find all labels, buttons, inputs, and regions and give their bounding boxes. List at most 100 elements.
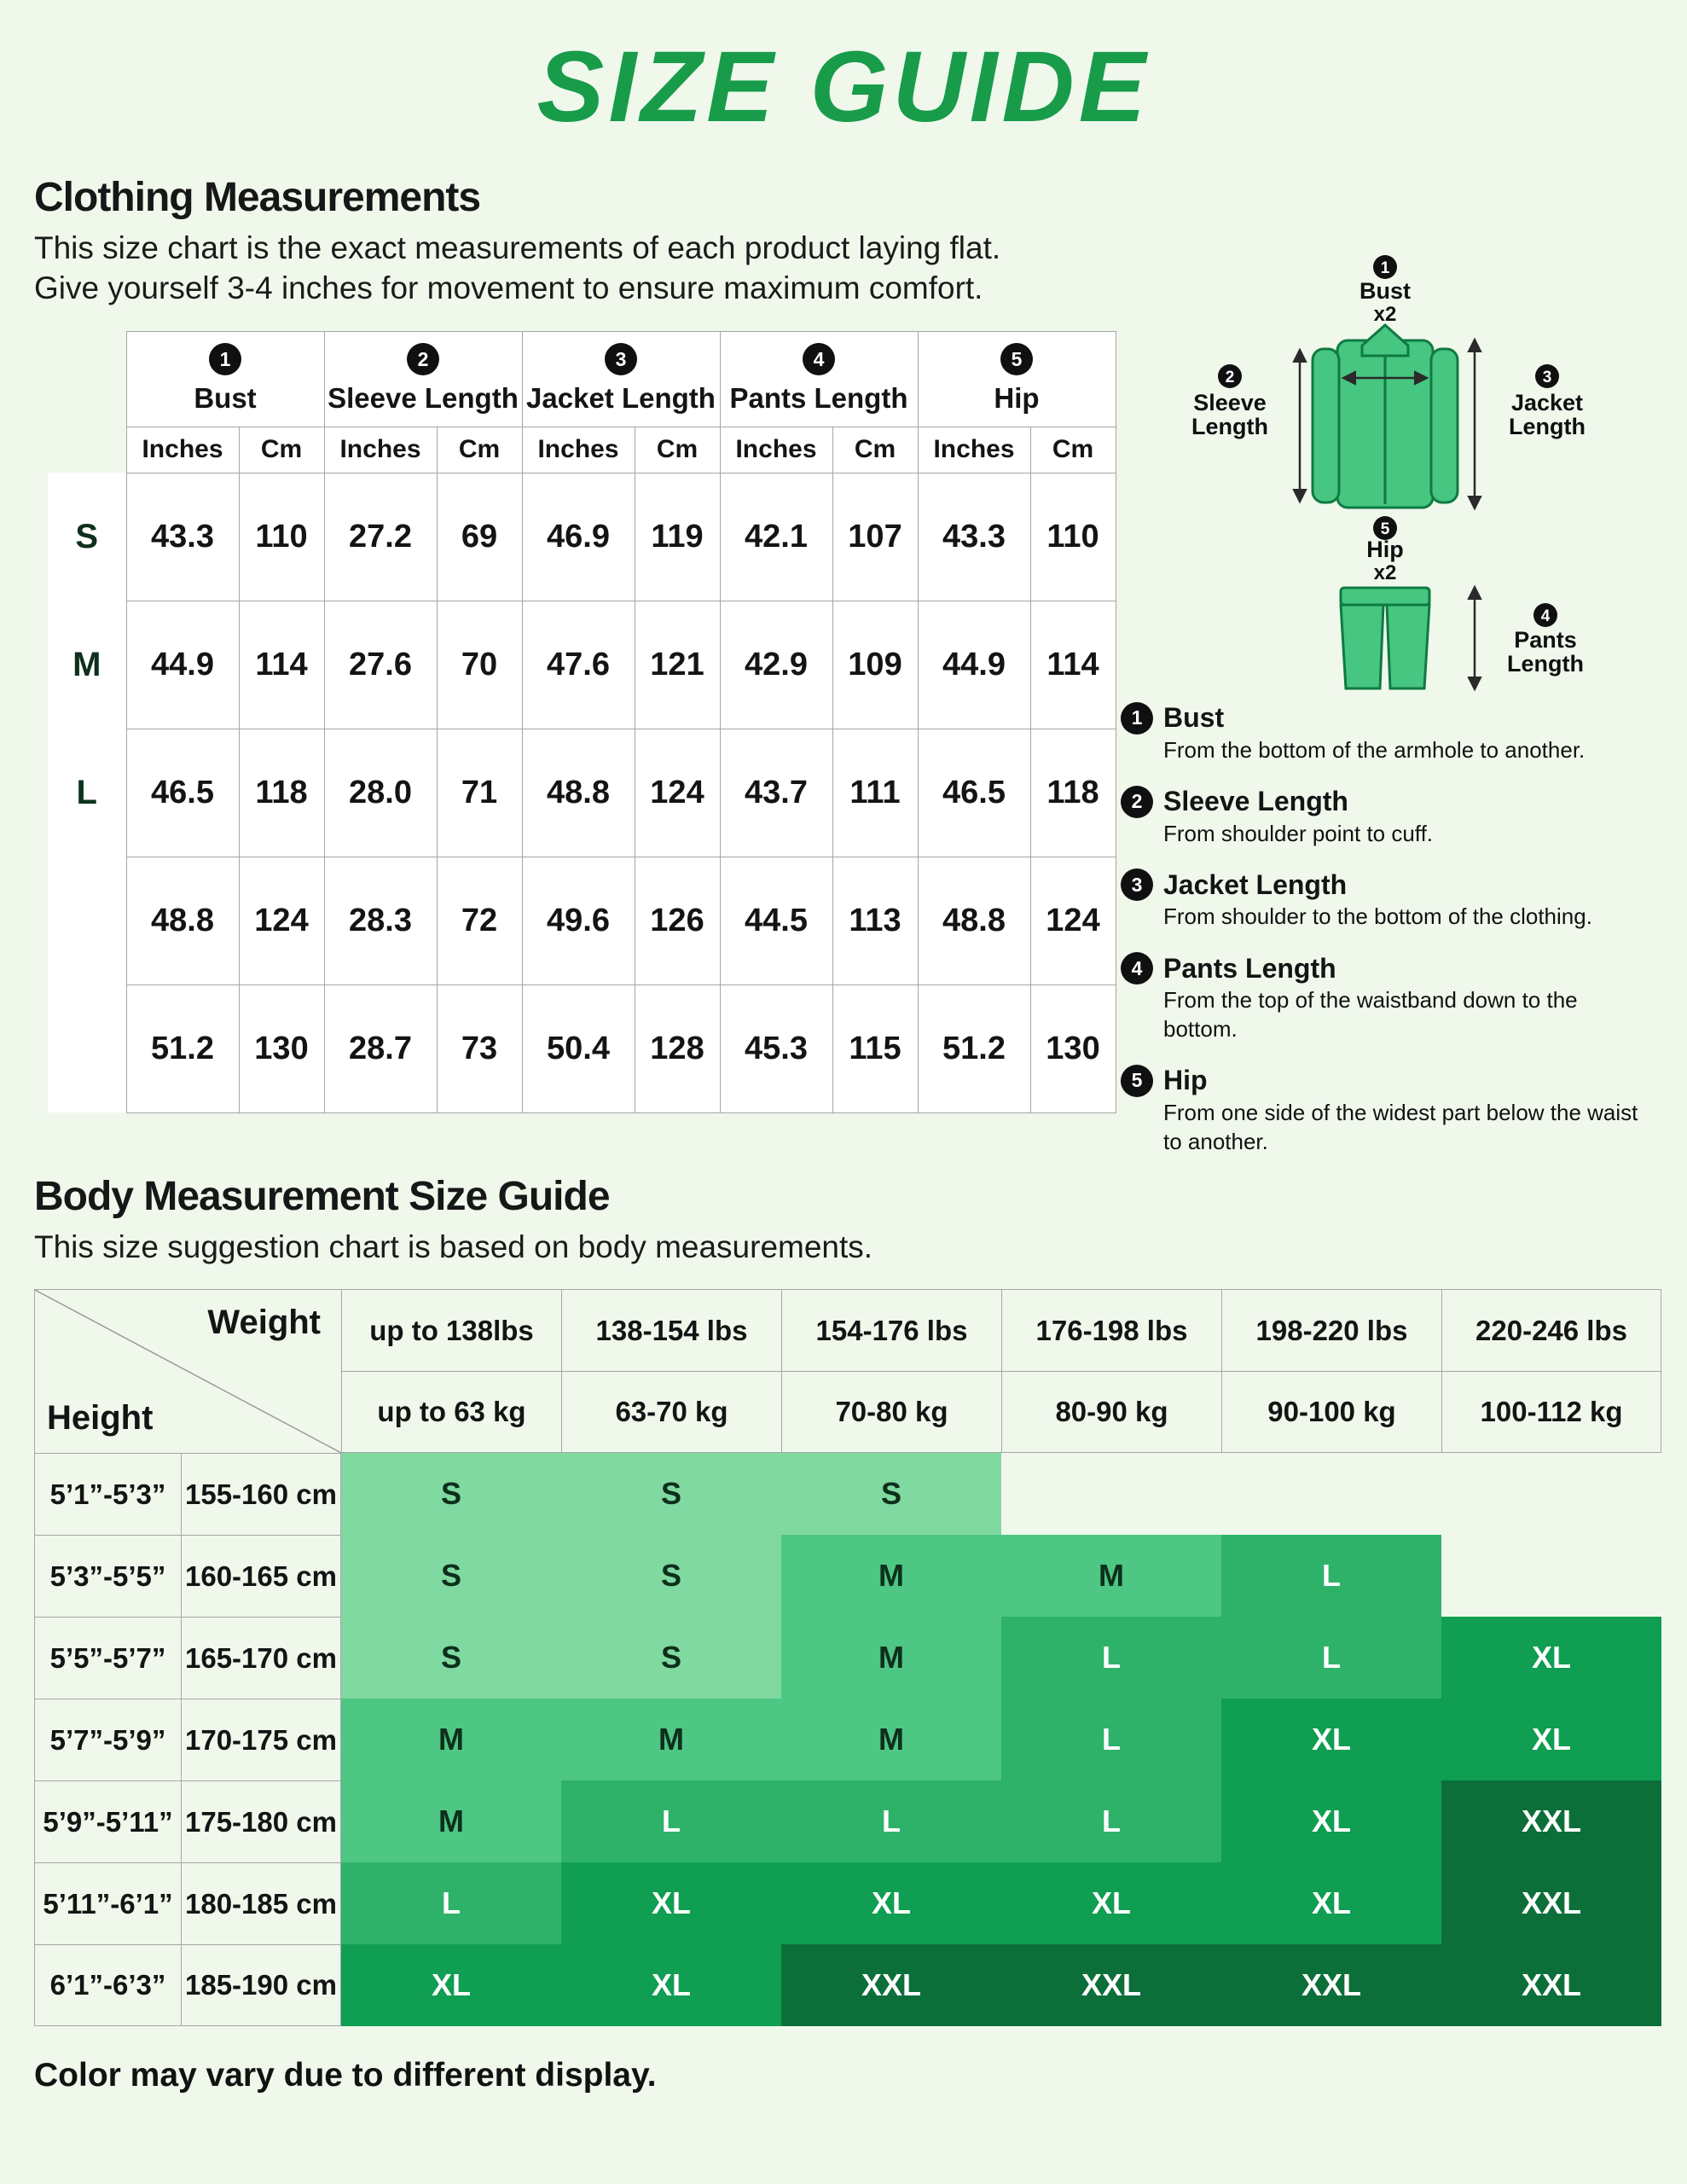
size-recommendation-cell: S (341, 1617, 561, 1699)
weight-kg-header: 90-100 kg (1221, 1371, 1441, 1454)
clothing-row-l: L 46.5 118 28.0 71 48.8 124 43.7 111 46.… (48, 728, 1116, 857)
pants-diagram-label-2: Length (1507, 651, 1584, 677)
height-ft-cell: 6’1”-6’3” (34, 1944, 181, 2027)
measurement-value: 73 (436, 984, 523, 1113)
height-cm-cell: 185-190 cm (181, 1944, 341, 2027)
unit-inches: Inches (323, 426, 438, 473)
size-recommendation-cell: L (781, 1780, 1001, 1863)
hip-x2-label: x2 (1374, 561, 1397, 584)
size-recommendation-cell: L (341, 1862, 561, 1945)
legend-number-badge: 2 (1121, 785, 1153, 818)
size-recommendation-cell: S (781, 1453, 1001, 1536)
unit-cm: Cm (1029, 426, 1116, 473)
number-badge-1: 1 (209, 343, 241, 376)
size-recommendation-cell: S (341, 1453, 561, 1536)
measurement-value: 121 (634, 600, 721, 729)
height-ft-cell: 5’3”-5’5” (34, 1535, 181, 1618)
clothing-description-line1: This size chart is the exact measurement… (34, 230, 1001, 265)
jacket-illustration (1311, 322, 1459, 509)
unit-inches: Inches (917, 426, 1031, 473)
jacket-number: 3 (1543, 369, 1552, 386)
size-recommendation-cell: M (1001, 1535, 1221, 1618)
legend-number-badge: 4 (1121, 952, 1153, 985)
measurement-value: 42.1 (719, 472, 833, 601)
size-recommendation-cell: XXL (1001, 1944, 1221, 2027)
clothing-heading: Clothing Measurements (34, 175, 481, 220)
measurement-value: 46.9 (521, 472, 635, 601)
size-recommendation-cell: XXL (1441, 1862, 1661, 1945)
size-recommendation-cell: XXL (1441, 1780, 1661, 1863)
measurement-value: 70 (436, 600, 523, 729)
height-ft-cell: 5’9”-5’11” (34, 1780, 181, 1863)
measurement-value: 111 (832, 728, 919, 857)
weight-kg-header: 80-90 kg (1001, 1371, 1221, 1454)
size-recommendation-cell: M (781, 1617, 1001, 1699)
measurement-value: 114 (238, 600, 325, 729)
sleeve-diagram-label-1: Sleeve (1193, 390, 1267, 415)
size-recommendation-cell: XL (1441, 1699, 1661, 1781)
clothing-measurements-section: Clothing Measurements This size chart is… (34, 174, 1665, 1154)
measurement-value: 118 (1029, 728, 1116, 857)
weight-axis-label: Weight (207, 1304, 321, 1342)
body-guide-heading: Body Measurement Size Guide (34, 1173, 611, 1219)
pants-diagram-label-1: Pants (1514, 627, 1577, 653)
measurement-value: 45.3 (719, 984, 833, 1113)
clothing-description-line2: Give yourself 3-4 inches for movement to… (34, 270, 983, 306)
size-recommendation-cell: L (1001, 1780, 1221, 1863)
measurement-value: 51.2 (917, 984, 1031, 1113)
number-badge-5: 5 (1000, 343, 1033, 376)
height-cm-cell: 175-180 cm (181, 1780, 341, 1863)
measurement-value: 124 (238, 856, 325, 985)
legend-title: Sleeve Length (1163, 786, 1348, 817)
size-recommendation-cell: M (561, 1699, 781, 1781)
col-header-bust: 1 Bust (125, 330, 325, 427)
size-recommendation-cell: M (341, 1780, 561, 1863)
size-recommendation-cell (1441, 1453, 1661, 1535)
size-recommendation-cell: XL (1221, 1780, 1441, 1863)
weight-kg-header: 63-70 kg (561, 1371, 781, 1454)
size-recommendation-cell (1221, 1453, 1441, 1535)
legend-description: From the top of the waistband down to th… (1163, 987, 1578, 1042)
size-recommendation-cell: XL (1441, 1617, 1661, 1699)
measurement-value: 44.9 (917, 600, 1031, 729)
measurement-value: 43.3 (917, 472, 1031, 601)
clothing-units-row: Inches Cm Inches Cm Inches Cm Inches Cm … (48, 426, 1116, 473)
measurement-value: 44.5 (719, 856, 833, 985)
legend-item-pants-length: 4 Pants Length From the top of the waist… (1121, 952, 1660, 1044)
height-ft-cell: 5’7”-5’9” (34, 1699, 181, 1781)
height-ft-cell: 5’11”-6’1” (34, 1862, 181, 1945)
legend-item-hip: 5 Hip From one side of the widest part b… (1121, 1064, 1660, 1157)
measurement-value: 110 (238, 472, 325, 601)
measurement-value: 128 (634, 984, 721, 1113)
size-label-cell: L (48, 729, 126, 857)
weight-lbs-header: 220-246 lbs (1441, 1289, 1661, 1372)
size-recommendation-cell: XXL (1221, 1944, 1441, 2027)
measurement-value: 124 (634, 728, 721, 857)
col-label-sleeve-length: Sleeve Length (328, 382, 519, 415)
measurement-value: 43.7 (719, 728, 833, 857)
size-recommendation-cell: M (781, 1535, 1001, 1618)
number-badge-3: 3 (605, 343, 637, 376)
height-cm-cell: 155-160 cm (181, 1453, 341, 1536)
measurement-value: 69 (436, 472, 523, 601)
unit-inches: Inches (719, 426, 833, 473)
legend-title: Jacket Length (1163, 868, 1348, 900)
legend-title: Bust (1163, 702, 1225, 734)
col-header-sleeve-length: 2 Sleeve Length (323, 330, 523, 427)
pants-number-badge (1533, 602, 1557, 627)
legend-number-badge: 3 (1121, 868, 1153, 902)
measurement-value: 46.5 (917, 728, 1031, 857)
unit-cm: Cm (238, 426, 325, 473)
measurement-value: 126 (634, 856, 721, 985)
hip-diagram-label: Hip (1366, 537, 1404, 562)
measurement-value: 71 (436, 728, 523, 857)
measurement-value: 48.8 (917, 856, 1031, 985)
height-ft-cell: 5’5”-5’7” (34, 1617, 181, 1699)
height-cm-cell: 165-170 cm (181, 1617, 341, 1699)
size-recommendation-cell: XL (341, 1944, 561, 2027)
size-recommendation-cell: XL (1221, 1862, 1441, 1945)
legend-description: From shoulder point to cuff. (1163, 820, 1434, 846)
body-measurement-section: Body Measurement Size Guide This size su… (34, 1173, 1665, 2027)
bust-number: 1 (1381, 259, 1390, 277)
col-label-pants-length: Pants Length (729, 382, 908, 415)
